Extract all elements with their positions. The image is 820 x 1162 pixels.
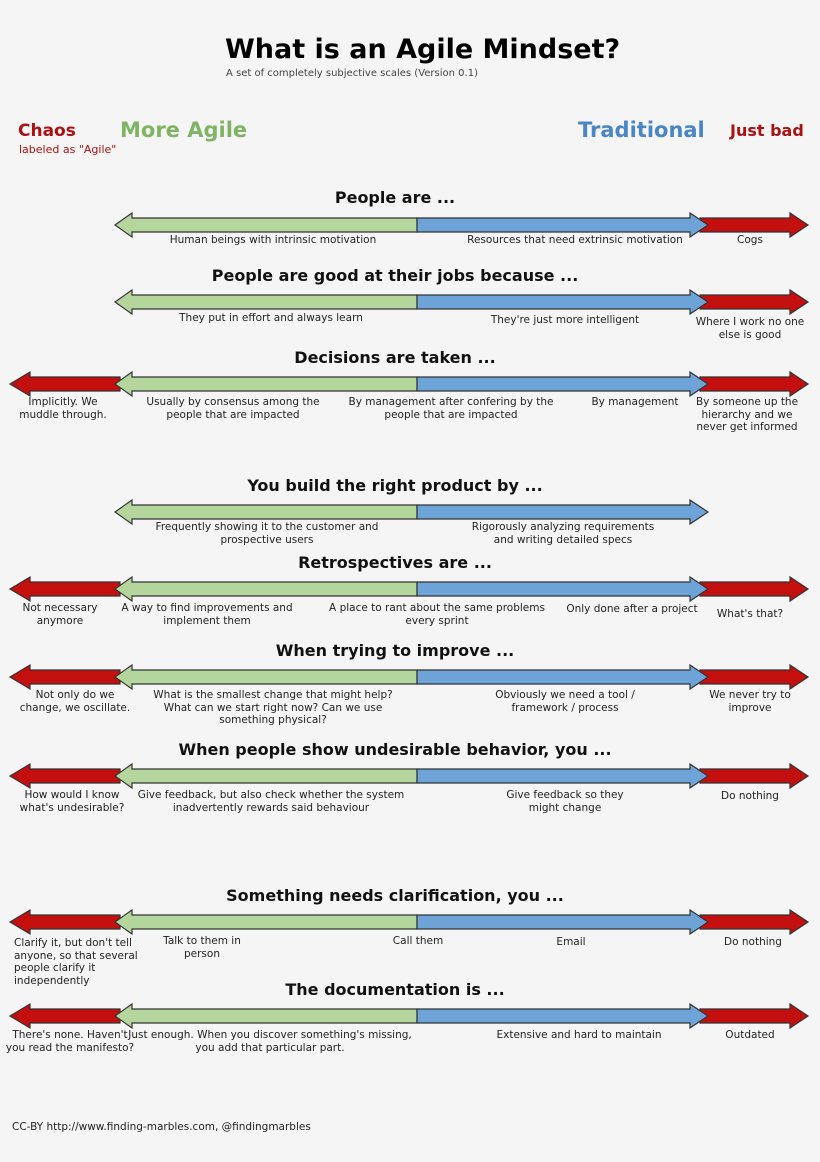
chaos-arrow <box>8 908 121 936</box>
scale-label: We never try to improve <box>709 689 791 714</box>
chaos-arrow <box>8 762 121 790</box>
chaos-arrow <box>8 663 121 691</box>
scale-label: Frequently showing it to the customer an… <box>155 521 379 546</box>
scale-label: There's none. Haven't you read the manif… <box>5 1029 135 1054</box>
scale-label: Where I work no one else is good <box>695 316 805 341</box>
traditional-arrow <box>416 211 710 239</box>
scale-label: Human beings with intrinsic motivation <box>169 234 377 246</box>
agile-arrow <box>113 288 418 316</box>
scale-label: A way to find improvements and implement… <box>121 602 293 627</box>
scale-label: What's that? <box>716 608 784 620</box>
traditional-arrow <box>416 498 710 526</box>
traditional-arrow <box>416 575 710 603</box>
footer: CC-BY http://www.finding-marbles.com, @f… <box>12 1121 311 1133</box>
scale-title: People are good at their jobs because ..… <box>211 266 579 285</box>
scale-label: Give feedback, but also check whether th… <box>137 789 405 814</box>
agile-arrow <box>113 663 418 691</box>
chaos-arrow <box>8 575 121 603</box>
scale-title: Decisions are taken ... <box>294 348 496 367</box>
scale-title: People are ... <box>334 188 456 207</box>
subtitle: A set of completely subjective scales (V… <box>226 68 478 79</box>
scale-label: Implicitly. We muddle through. <box>19 396 107 421</box>
agile-arrow <box>113 762 418 790</box>
scale-label: Clarify it, but don't tell anyone, so th… <box>14 937 138 987</box>
scale-title: When people show undesirable behavior, y… <box>178 740 612 759</box>
scale-title: Retrospectives are ... <box>298 553 492 572</box>
traditional-arrow <box>416 762 710 790</box>
chaos-arrow <box>8 370 121 398</box>
legend-traditional: Traditional <box>578 118 705 142</box>
bad-arrow <box>699 211 810 239</box>
legend-agile: More Agile <box>120 118 248 142</box>
traditional-arrow <box>416 908 710 936</box>
bad-arrow <box>699 370 810 398</box>
scale-label: They're just more intelligent <box>490 314 640 326</box>
scale-label: Only done after a project <box>566 603 698 615</box>
scale-label: Do nothing <box>724 936 782 948</box>
scale-label: Just enough. When you discover something… <box>128 1029 412 1054</box>
scale-label: By management <box>591 396 679 408</box>
scale-label: Rigorously analyzing requirements and wr… <box>471 521 655 546</box>
legend-chaos-note: labeled as "Agile" <box>19 143 117 156</box>
bad-arrow <box>699 663 810 691</box>
agile-arrow <box>113 1002 418 1030</box>
scale-title: Something needs clarification, you ... <box>226 886 564 905</box>
traditional-arrow <box>416 663 710 691</box>
bad-arrow <box>699 1002 810 1030</box>
scale-label: Give feedback so they might change <box>506 789 624 814</box>
bad-arrow <box>699 762 810 790</box>
traditional-arrow <box>416 370 710 398</box>
title: What is an Agile Mindset? <box>225 34 621 65</box>
scale-label: Cogs <box>737 234 763 246</box>
scale-label: Email <box>556 936 586 948</box>
scale-label: Talk to them in person <box>163 935 241 960</box>
scale-label: By someone up the hierarchy and we never… <box>695 396 799 433</box>
legend-chaos: Chaos <box>18 121 76 141</box>
scale-title: The documentation is ... <box>285 980 505 999</box>
legend-just-bad: Just bad <box>730 121 804 140</box>
scale-label: A place to rant about the same problems … <box>329 602 545 627</box>
scale-label: Do nothing <box>721 790 779 802</box>
scale-label: Call them <box>392 935 444 947</box>
scale-label: Usually by consensus among the people th… <box>146 396 320 421</box>
bad-arrow <box>699 908 810 936</box>
scale-label: Outdated <box>725 1029 775 1041</box>
scale-title: You build the right product by ... <box>247 476 543 495</box>
scale-label: How would I know what's undesirable? <box>19 789 125 814</box>
scale-label: Not only do we change, we oscillate. <box>19 689 131 714</box>
scale-label: They put in effort and always learn <box>179 312 363 324</box>
traditional-arrow <box>416 288 710 316</box>
agile-arrow <box>113 370 418 398</box>
chaos-arrow <box>8 1002 121 1030</box>
traditional-arrow <box>416 1002 710 1030</box>
scale-label: What is the smallest change that might h… <box>153 689 393 726</box>
scale-label: Resources that need extrinsic motivation <box>467 234 683 246</box>
bad-arrow <box>699 288 810 316</box>
agile-arrow <box>113 908 418 936</box>
scale-label: Obviously we need a tool / framework / p… <box>495 689 635 714</box>
scale-label: By management after confering by the peo… <box>348 396 554 421</box>
bad-arrow <box>699 575 810 603</box>
scale-label: Extensive and hard to maintain <box>496 1029 662 1041</box>
scale-title: When trying to improve ... <box>275 641 515 660</box>
scale-label: Not necessary anymore <box>22 602 98 627</box>
agile-arrow <box>113 575 418 603</box>
